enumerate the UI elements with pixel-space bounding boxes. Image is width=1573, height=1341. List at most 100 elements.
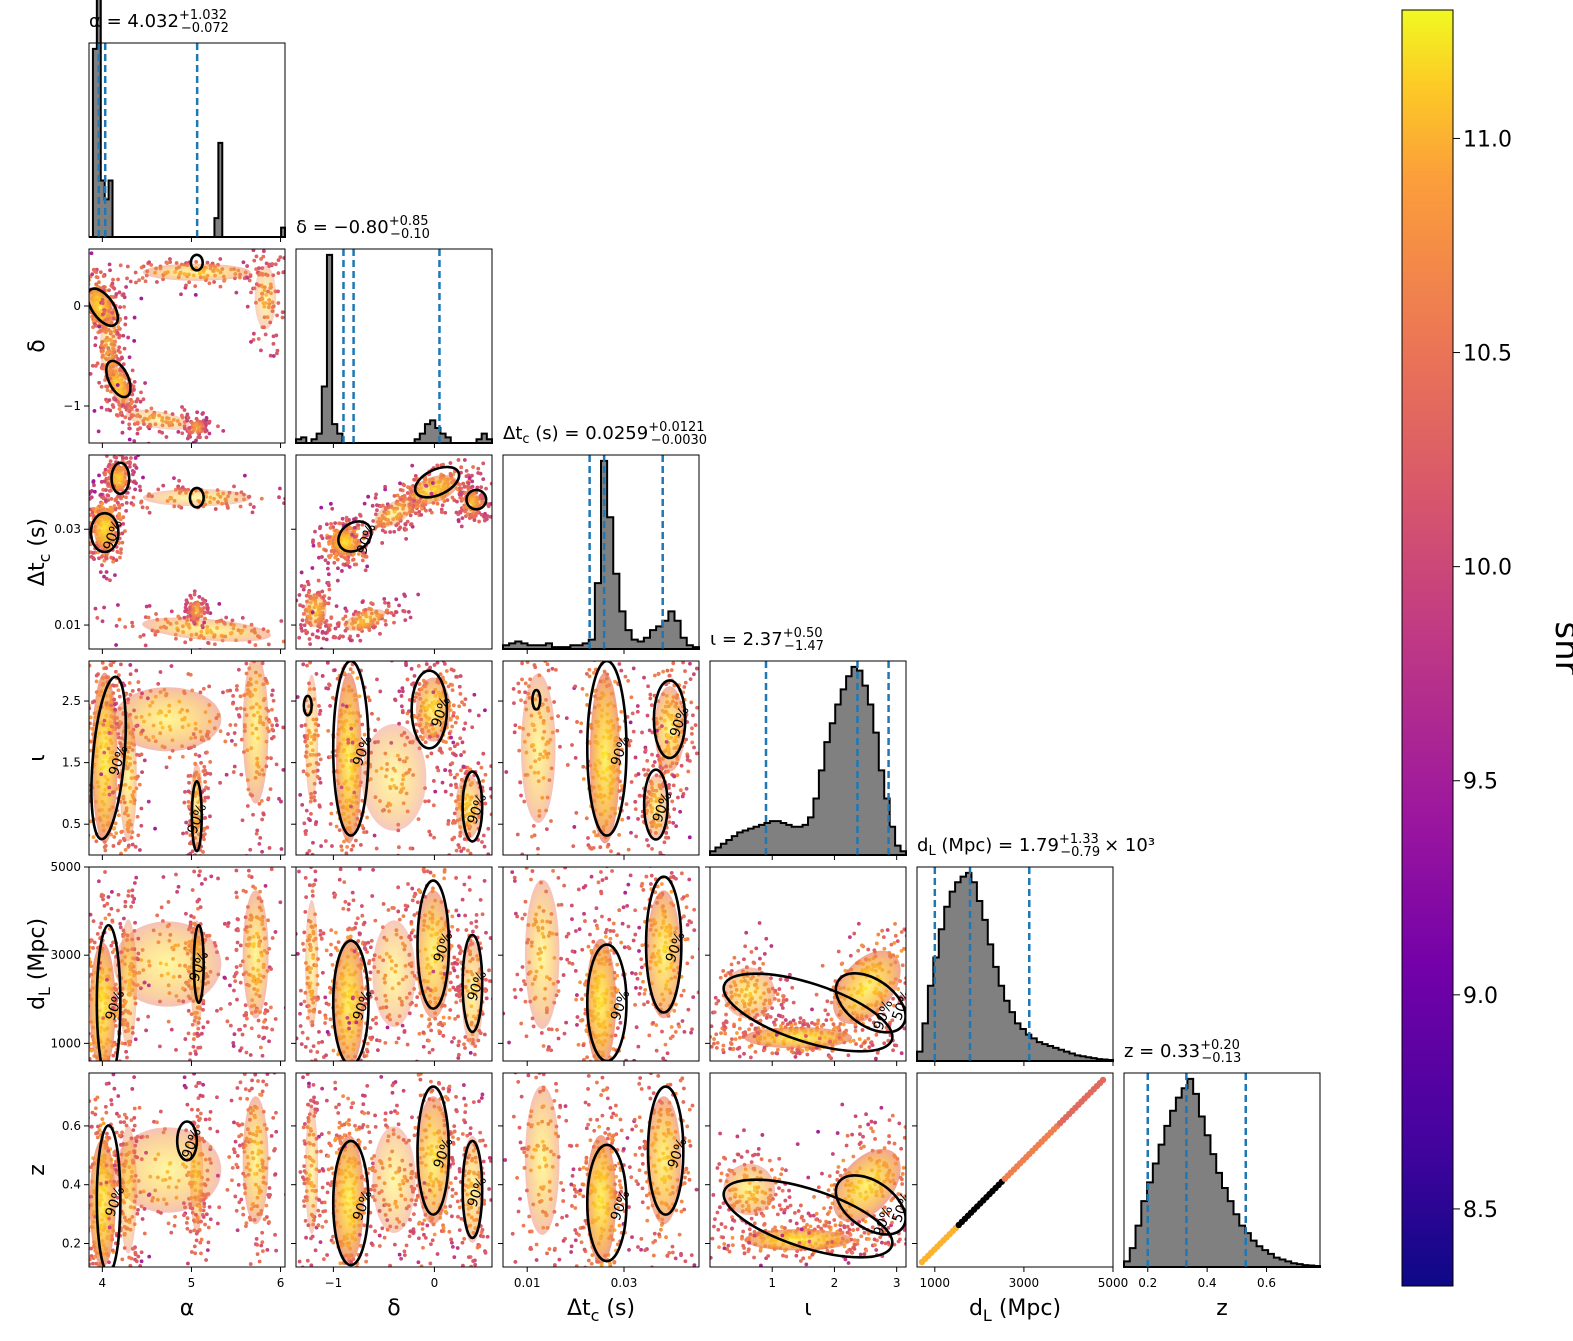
contour-alpha-dtc-0 [89,511,120,554]
contour-dtc-z-0 [585,1143,628,1263]
title-dl: dL (Mpc) = 1.79+1.33 −0.79 × 10³ [917,832,1155,860]
x-tick-label: 0.4 [1198,1276,1217,1290]
panel-dtc-iota: 90%90%90% [498,660,700,860]
panel-frame [295,1072,493,1268]
panel-frame [88,248,286,444]
title-delta: δ = −0.80+0.85 −0.10 [296,214,430,242]
x-axis-label-dl: dL (Mpc) [969,1296,1061,1325]
scatter-dl-z [918,1076,1107,1266]
panel-alpha-z: 90%90% 4 5 6 α 0.6 0.4 0.2 z [25,1072,286,1321]
scatter-dtc-z: 90%90% [503,1073,699,1267]
contour-dtc-z-1 [646,1085,685,1216]
contour-iota-z-0 [722,1178,894,1259]
panel-frame [916,866,1114,1062]
contour-iota-z-1 [834,1174,906,1236]
panel-frame [502,454,700,650]
histogram-iota [709,665,907,856]
panel-dl-z: 1000 3000 5000 dL (Mpc) [912,1072,1129,1325]
panel-frame [502,660,700,856]
contour-delta-iota-2 [461,770,484,843]
panel-frame [88,42,286,238]
title-alpha: α = 4.032+1.032 −0.072 [89,8,229,36]
contour-delta-dtc-2 [465,488,488,511]
contour-alpha-z-0 [95,1124,122,1267]
contour-alpha-delta-1 [105,359,132,399]
contour-delta-iota-1 [410,669,449,750]
y-axis-label-iota: ι [25,754,50,761]
panel-frame [88,1072,286,1268]
x-tick-label: 3 [893,1276,901,1290]
y-axis-label-z: z [25,1164,50,1176]
scatter-delta-iota: 90%90%90% [296,661,492,855]
contour-alpha-dl-1 [192,923,205,1005]
contour-alpha-dl-0 [95,923,122,1061]
panel-delta-delta: δ = −0.80+0.85 −0.10 [295,214,493,448]
panel-alpha-dtc: 90% 0.03 0.01 Δtc (s) [25,454,286,654]
panel-frame [709,1072,907,1268]
y-tick-label: 0.5 [62,817,81,831]
contour-delta-z-0 [331,1139,370,1267]
panel-dtc-z: 90%90% 0.01 0.03 Δtc (s) [498,1072,700,1325]
contour-dtc-iota-1 [652,679,687,760]
contour-dtc-dl-1 [644,875,683,1014]
y-tick-label: 3000 [50,948,81,962]
x-tick-label: 6 [277,1276,285,1290]
contour-alpha-z-1 [175,1120,199,1162]
y-tick-label: 0.2 [62,1236,81,1250]
y-tick-label: 1.5 [62,756,81,770]
x-tick-label: 5000 [1098,1276,1129,1290]
panel-frame [502,1072,700,1268]
x-tick-label: 0.2 [1138,1276,1157,1290]
panel-alpha-dl: 90%90% 5000 3000 1000 dL (Mpc) [25,860,286,1066]
panel-frame [88,866,286,1062]
panel-iota-z: 90%50% 1 2 3 ι [705,1072,907,1321]
contour-dtc-iota-3 [531,688,542,711]
contour-alpha-delta-0 [89,287,120,328]
panel-frame [1123,1072,1321,1268]
colorbar-tick-label: 11.0 [1463,127,1512,152]
colorbar-tick-label: 9.5 [1463,770,1498,795]
colorbar-tick-label: 8.5 [1463,1198,1498,1223]
histogram-z [1123,1077,1321,1268]
y-tick-label: 1000 [50,1036,81,1050]
colorbar-gradient [1401,9,1454,1287]
panel-dl-dl: dL (Mpc) = 1.79+1.33 −0.79 × 10³ [916,832,1155,1066]
x-tick-label: 0 [431,1276,439,1290]
panel-frame [916,1072,1114,1268]
y-axis-label-dtc: Δtc (s) [25,518,54,586]
panel-alpha-iota: 90%90% 2.5 1.5 0.5 ι [25,660,286,860]
y-tick-label: −1 [63,399,81,413]
panel-z-z: z = 0.33+0.20 −0.13 0.2 0.4 0.6 z [1123,1038,1321,1321]
scatter-dtc-iota: 90%90%90% [504,661,699,855]
y-tick-label: 0 [73,299,81,313]
panel-dtc-dtc: Δtc (s) = 0.0259+0.0121 −0.0030 [502,420,707,654]
contour-delta-z-1 [416,1085,451,1216]
panel-frame [709,866,907,1062]
histogram-dtc [502,459,700,650]
contour-dtc-iota-0 [585,661,628,837]
panel-frame [88,454,286,650]
x-axis-label-iota: ι [804,1296,811,1321]
colorbar-tick-label: 9.0 [1463,984,1498,1009]
x-axis-label-delta: δ [387,1296,400,1321]
x-tick-label: −1 [325,1276,343,1290]
contour-delta-dl-1 [416,879,451,1010]
x-tick-label: 1 [768,1276,776,1290]
x-tick-label: 3000 [1009,1276,1040,1290]
contour-delta-dl-0 [331,939,370,1061]
x-tick-label: 4 [99,1276,107,1290]
colorbar-label: snr [1547,621,1573,674]
panel-frame [295,660,493,856]
contour-alpha-iota-0 [90,675,128,841]
panel-frame [502,866,700,1062]
panel-alpha-alpha: α = 4.032+1.032 −0.072 [88,0,286,242]
y-tick-label: 5000 [50,860,81,874]
contour-iota-dl-1 [834,972,906,1034]
panel-frame [88,660,286,856]
colorbar: 8.5 9.0 9.5 10.0 10.5 11.0 snr [1401,9,1573,1287]
contour-alpha-dtc-2 [188,486,205,509]
contour-delta-z-2 [461,1139,484,1240]
title-dtc: Δtc (s) = 0.0259+0.0121 −0.0030 [503,420,707,448]
panel-alpha-delta: 0 −1 δ [25,248,286,448]
